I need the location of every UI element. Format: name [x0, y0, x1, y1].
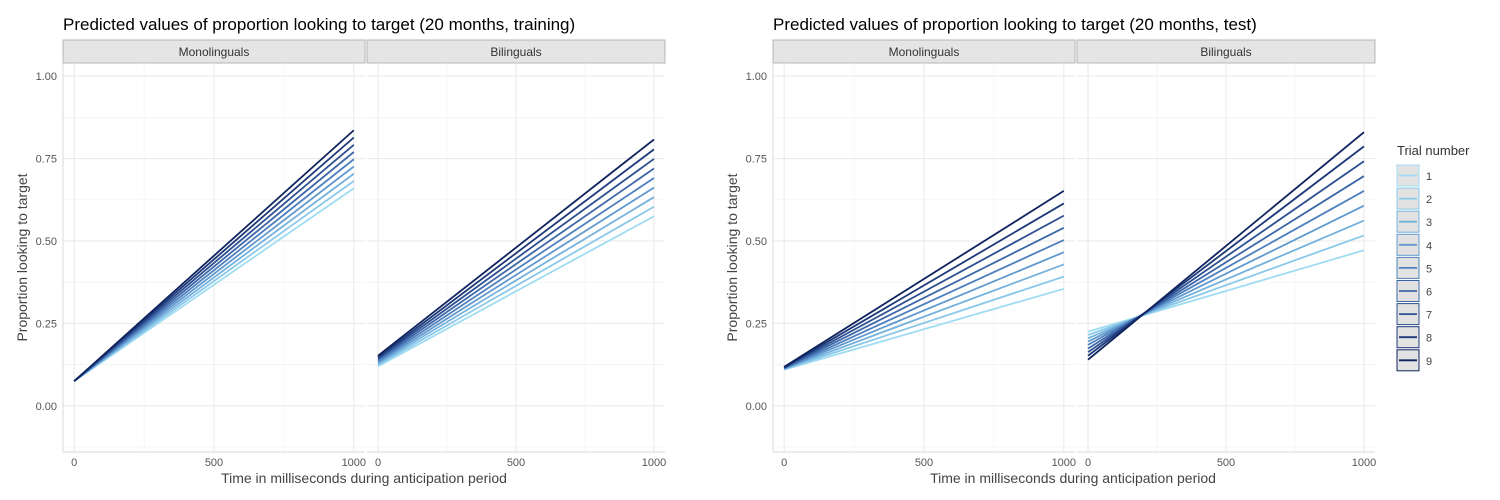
- y-axis-title: Proportion looking to target: [724, 173, 740, 341]
- series-line-trial-3: [783, 263, 1065, 370]
- series-line-trial-7: [73, 144, 355, 382]
- legend: Trial number 1 2 3 4 5 6 7 8 9: [1396, 143, 1470, 372]
- series-line-trial-5: [783, 239, 1065, 370]
- chart-title: Predicted values of proportion looking t…: [63, 15, 575, 34]
- facet-panel-monolinguals: Monolinguals 0 500 1000 0.00 0.25 0.50 0.75 1.00: [746, 39, 1076, 469]
- series-lines: [783, 190, 1065, 371]
- legend-label: 5: [1426, 263, 1432, 275]
- facet-panel-bilinguals: Bilinguals 0 500 1000: [366, 39, 666, 469]
- facet-strip-label: Bilinguals: [1200, 45, 1251, 59]
- series-line-trial-8: [377, 148, 655, 358]
- y-axis-title: Proportion looking to target: [14, 173, 30, 341]
- series-line-trial-7: [377, 158, 655, 360]
- legend-key-trial-7: 7: [1396, 303, 1432, 326]
- series-line-trial-2: [783, 275, 1065, 371]
- y-tick-label: 1.00: [746, 71, 767, 83]
- series-line-trial-6: [783, 227, 1065, 369]
- x-tick-label: 0: [375, 457, 381, 469]
- series-lines: [1087, 131, 1365, 361]
- series-line-trial-9: [1087, 131, 1365, 361]
- y-tick-label: 0.50: [746, 236, 767, 248]
- series-lines: [73, 129, 355, 382]
- legend-key-trial-5: 5: [1396, 256, 1432, 279]
- legend-key-trial-9: 9: [1396, 349, 1432, 372]
- chart-title: Predicted values of proportion looking t…: [773, 15, 1257, 34]
- legend-label: 4: [1426, 240, 1432, 252]
- x-tick-label: 1000: [342, 457, 366, 469]
- series-line-trial-3: [73, 173, 355, 382]
- legend-label: 1: [1426, 171, 1432, 183]
- series-line-trial-1: [377, 215, 655, 368]
- series-line-trial-1: [783, 287, 1065, 371]
- series-line-trial-2: [377, 205, 655, 366]
- x-tick-label: 1000: [1352, 457, 1376, 469]
- legend-key-trial-3: 3: [1396, 210, 1432, 233]
- series-line-trial-4: [73, 165, 355, 382]
- y-tick-label: 0.50: [36, 236, 57, 248]
- chart-1: Predicted values of proportion looking t…: [14, 15, 666, 486]
- series-line-trial-8: [783, 202, 1065, 369]
- x-tick-label: 500: [915, 457, 933, 469]
- legend-label: 8: [1426, 333, 1432, 345]
- x-axis-title: Time in milliseconds during anticipation…: [221, 470, 507, 486]
- legend-label: 6: [1426, 287, 1432, 299]
- series-line-trial-7: [783, 214, 1065, 369]
- series-line-trial-1: [73, 187, 355, 382]
- series-line-trial-2: [73, 180, 355, 382]
- y-tick-label: 0.75: [36, 154, 57, 166]
- x-tick-label: 0: [71, 457, 77, 469]
- legend-label: 9: [1426, 356, 1432, 368]
- series-line-trial-4: [783, 251, 1065, 370]
- legend-key-trial-1: 1: [1396, 164, 1432, 187]
- x-tick-label: 500: [1217, 457, 1235, 469]
- series-line-trial-5: [377, 177, 655, 362]
- legend-title: Trial number: [1397, 143, 1470, 158]
- chart-2: Predicted values of proportion looking t…: [724, 15, 1376, 486]
- gridlines: [367, 63, 665, 452]
- series-line-trial-6: [73, 151, 355, 382]
- gridlines: [63, 63, 365, 452]
- legend-label: 7: [1426, 310, 1432, 322]
- x-tick-label: 0: [781, 457, 787, 469]
- x-tick-label: 0: [1085, 457, 1091, 469]
- series-line-trial-4: [377, 186, 655, 364]
- gridlines: [773, 63, 1075, 452]
- series-line-trial-9: [783, 190, 1065, 368]
- x-axis-title: Time in milliseconds during anticipation…: [930, 470, 1216, 486]
- series-line-trial-3: [377, 196, 655, 365]
- legend-label: 3: [1426, 217, 1432, 229]
- facet-panel-bilinguals: Bilinguals 0 500 1000: [1076, 39, 1376, 469]
- legend-key-trial-8: 8: [1396, 326, 1432, 349]
- x-tick-label: 1000: [642, 457, 666, 469]
- y-tick-label: 0.75: [746, 154, 767, 166]
- y-tick-label: 0.25: [746, 318, 767, 330]
- series-line-trial-9: [73, 129, 355, 382]
- y-tick-label: 0.00: [36, 401, 57, 413]
- legend-key-trial-6: 6: [1396, 280, 1432, 302]
- series-lines: [377, 138, 655, 368]
- facet-strip-label: Monolinguals: [889, 45, 960, 59]
- charts-layer: Predicted values of proportion looking t…: [14, 15, 1376, 486]
- x-tick-label: 1000: [1052, 457, 1076, 469]
- x-tick-label: 500: [205, 457, 223, 469]
- y-tick-label: 0.25: [36, 318, 57, 330]
- facet-strip-label: Monolinguals: [179, 45, 250, 59]
- series-line-trial-9: [377, 138, 655, 357]
- legend-key-trial-2: 2: [1396, 187, 1432, 210]
- facet-panel-monolinguals: Monolinguals 0 500 1000 0.00 0.25 0.50 0.75 1.00: [36, 39, 366, 469]
- facet-strip-label: Bilinguals: [490, 45, 541, 59]
- series-line-trial-6: [377, 167, 655, 361]
- legend-key-trial-4: 4: [1396, 233, 1432, 256]
- y-tick-label: 0.00: [746, 401, 767, 413]
- legend-label: 2: [1426, 194, 1432, 206]
- x-tick-label: 500: [507, 457, 525, 469]
- series-line-trial-5: [73, 158, 355, 382]
- y-tick-label: 1.00: [36, 71, 57, 83]
